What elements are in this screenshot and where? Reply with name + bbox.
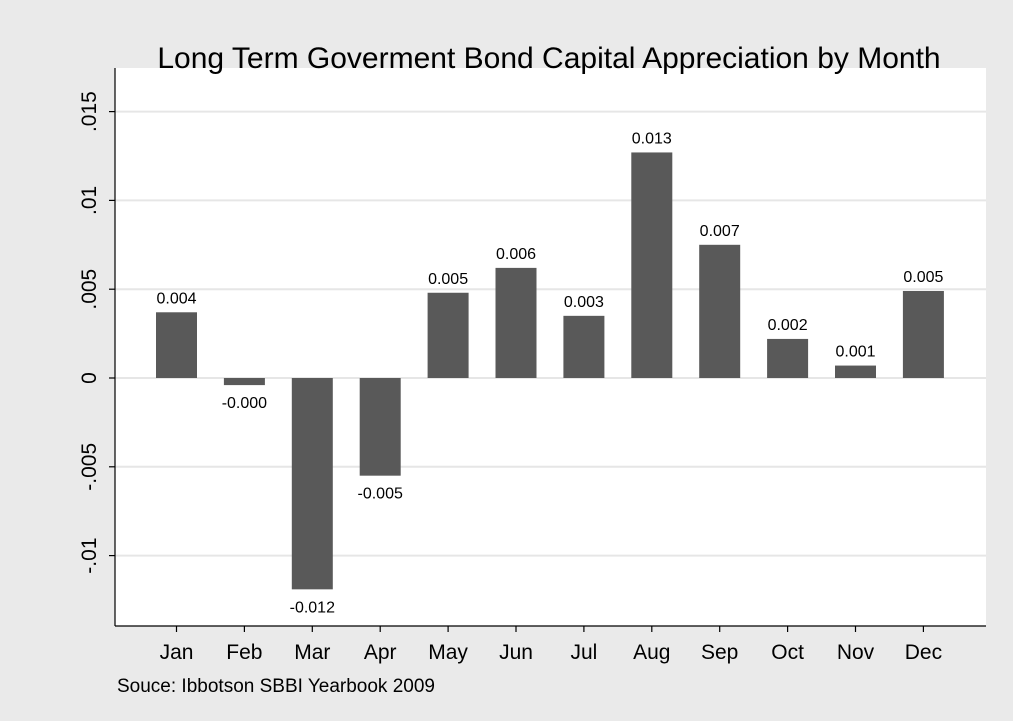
x-tick-label: Apr bbox=[364, 641, 397, 664]
bars bbox=[156, 152, 944, 590]
data-label-jan: 0.004 bbox=[156, 290, 196, 307]
x-tick-label: Feb bbox=[226, 641, 262, 664]
data-label-may: 0.005 bbox=[428, 271, 468, 288]
data-label-jun: 0.006 bbox=[496, 246, 536, 263]
data-label-feb: -0.000 bbox=[222, 395, 267, 412]
bar-feb bbox=[223, 378, 265, 386]
chart-title: Long Term Goverment Bond Capital Appreci… bbox=[157, 42, 940, 75]
bar-oct bbox=[767, 338, 809, 378]
bar-nov bbox=[835, 365, 876, 378]
data-labels: 0.004 -0.000 -0.012 -0.005 0.005 0.006 0.003 0.… bbox=[156, 130, 943, 616]
bar-may bbox=[427, 292, 469, 378]
source-note: Souce: Ibbotson SBBI Yearbook 2009 bbox=[117, 676, 435, 697]
bar-sep bbox=[699, 244, 741, 378]
y-tick-label: .01 bbox=[78, 186, 101, 215]
data-label-aug: 0.013 bbox=[632, 130, 672, 147]
bar-mar bbox=[291, 378, 333, 590]
x-tick-label: Jun bbox=[499, 641, 533, 664]
x-tick-label: Sep bbox=[701, 641, 738, 664]
y-tick-label: -.005 bbox=[78, 443, 101, 491]
plot-area bbox=[115, 68, 986, 626]
data-label-nov: 0.001 bbox=[835, 344, 875, 361]
bar-jun bbox=[495, 267, 537, 378]
data-label-jul: 0.003 bbox=[564, 294, 604, 311]
data-label-mar: -0.012 bbox=[290, 599, 335, 616]
bar-aug bbox=[631, 152, 673, 378]
data-label-oct: 0.002 bbox=[768, 317, 808, 334]
x-tick-label: Jul bbox=[570, 641, 597, 664]
y-tick-label: -.01 bbox=[78, 538, 101, 574]
x-tick-label: Nov bbox=[837, 641, 875, 664]
x-tick-label: Dec bbox=[905, 641, 942, 664]
x-tick-label: Aug bbox=[633, 641, 670, 664]
y-tick-label: .005 bbox=[78, 269, 101, 310]
data-label-dec: 0.005 bbox=[903, 269, 943, 286]
x-tick-label: Oct bbox=[771, 641, 804, 664]
x-tick-label: Mar bbox=[294, 641, 330, 664]
x-tick-label: Jan bbox=[160, 641, 194, 664]
y-tick-label: .015 bbox=[78, 91, 101, 132]
bar-dec bbox=[902, 290, 944, 378]
y-tick-label: 0 bbox=[78, 372, 101, 384]
bar-jul bbox=[563, 315, 605, 378]
bar-jan bbox=[156, 312, 197, 378]
data-label-apr: -0.005 bbox=[358, 486, 403, 503]
data-label-sep: 0.007 bbox=[700, 223, 740, 240]
x-tick-label: May bbox=[428, 641, 468, 664]
bar-apr bbox=[359, 378, 401, 476]
